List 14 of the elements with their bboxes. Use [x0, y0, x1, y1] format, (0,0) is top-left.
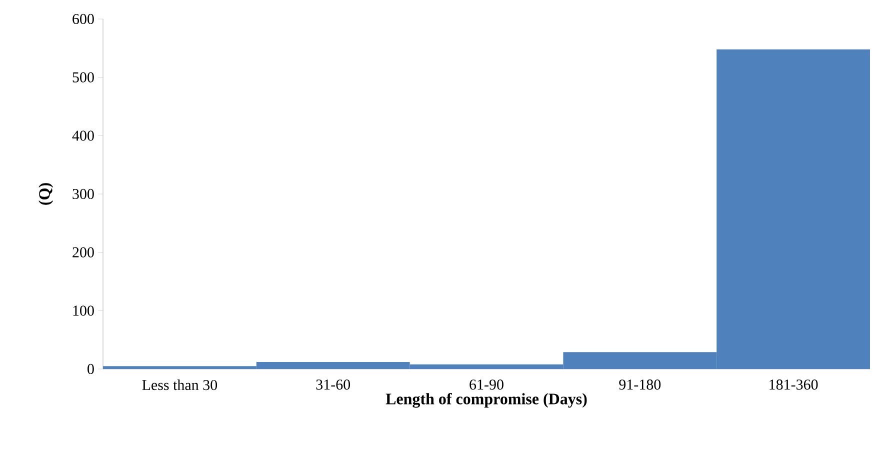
x-tick-label: 181-360: [770, 380, 818, 390]
y-tick-label: 200: [72, 247, 94, 258]
y-tick-label: 300: [72, 188, 94, 200]
y-tick-label: 0: [88, 364, 94, 374]
x-tick-label: Less than 30: [142, 380, 218, 390]
x-tick-label: 91-180: [619, 380, 661, 390]
x-axis-title: Length of compromise (Days): [386, 392, 587, 408]
y-tick-label: 400: [72, 130, 94, 141]
x-tick-label: 61-90: [470, 380, 504, 390]
y-axis-title: (Q): [38, 183, 54, 205]
y-tick-label: 600: [72, 14, 94, 24]
x-tick-label: 31-60: [316, 380, 350, 390]
y-tick-label: 500: [72, 72, 94, 82]
y-tick-label: 100: [73, 306, 94, 316]
